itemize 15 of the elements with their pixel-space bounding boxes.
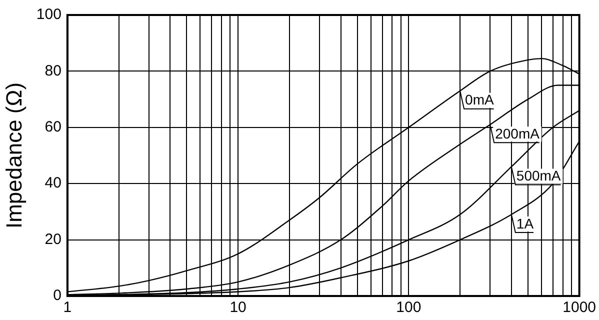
y-tick-label: 40 [44,174,62,192]
y-axis-title: Impedance (Ω) [1,82,26,229]
x-tick-label: 1000 [562,299,596,316]
series-label: 200mA [495,125,540,142]
series-label: 500mA [516,168,562,184]
y-tick-label: 60 [44,118,62,136]
x-tick-label: 100 [396,299,422,316]
y-tick-label: 0 [53,287,62,304]
x-tick-label: 1 [63,299,72,316]
y-tick-label: 100 [36,6,62,24]
series-label: 1A [516,215,534,232]
x-tick-label: 10 [230,299,246,316]
series-label: 0mA [465,92,494,108]
y-tick-label: 80 [44,62,62,80]
y-tick-label: 20 [44,230,62,248]
